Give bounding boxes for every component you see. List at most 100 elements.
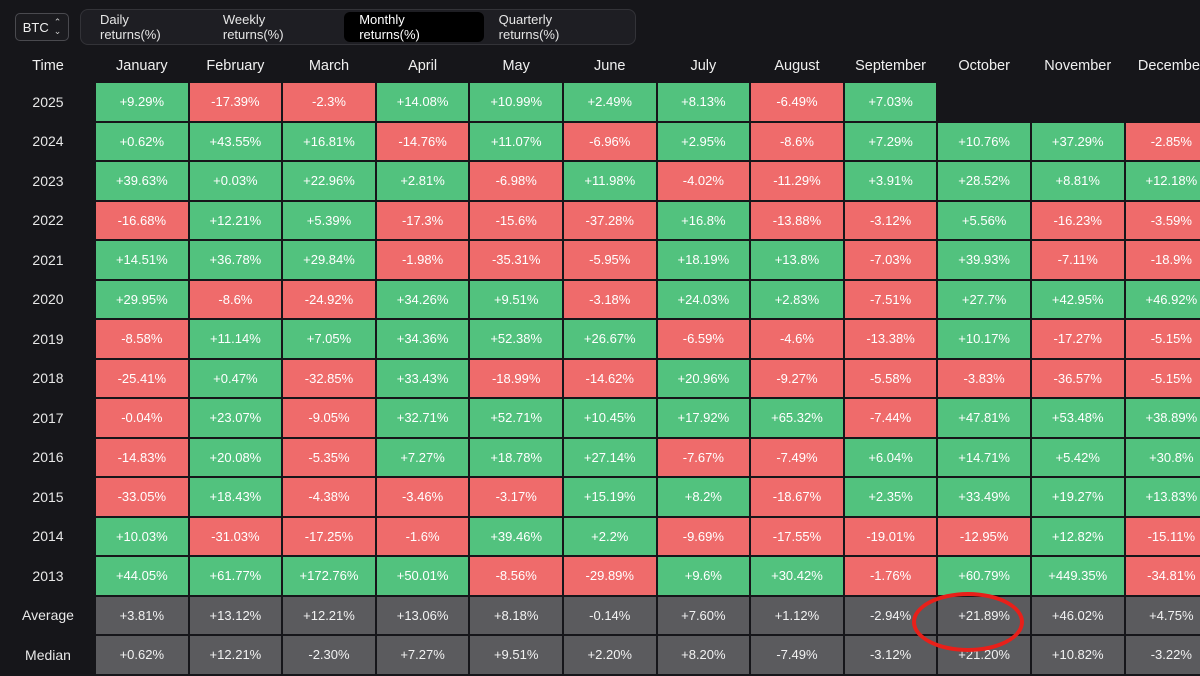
year-label: 2019	[32, 330, 64, 347]
return-cell: +19.27%	[1031, 478, 1124, 516]
year-row-2020: 2020 +29.95% -8.6% -24.92% +34.26% +9.51% -3.1…	[2, 280, 1200, 318]
return-cell: +11.14%	[189, 320, 282, 358]
year-label: 2014	[32, 528, 64, 545]
asset-select-value: BTC	[22, 19, 49, 35]
return-cell: +46.92%	[1125, 280, 1200, 318]
return-cell: -7.67%	[657, 438, 750, 476]
asset-select[interactable]: BTC ⌃ ⌄	[15, 13, 69, 41]
return-cell: +9.51%	[470, 280, 562, 318]
return-cell: +52.71%	[470, 399, 562, 437]
return-cell: +30.42%	[751, 557, 843, 595]
year-row-2023: 2023 +39.63% +0.03% +22.96% +2.81% -6.98% +11.…	[2, 162, 1200, 200]
return-cell: +12.18%	[1125, 162, 1200, 200]
tab-weekly-returns[interactable]: Weekly returns(%)	[222, 12, 284, 42]
stat-cell: +8.18%	[470, 596, 562, 634]
return-cell: +38.89%	[1125, 399, 1200, 437]
return-cell: -5.35%	[283, 438, 375, 476]
return-cell: +14.08%	[376, 83, 469, 121]
return-cell: -7.51%	[844, 280, 937, 318]
return-cell: -4.6%	[751, 320, 843, 358]
return-cell: +39.46%	[470, 517, 562, 555]
return-cell: +50.01%	[376, 557, 469, 595]
column-header-june: June	[594, 57, 626, 74]
return-cell: -15.6%	[470, 201, 562, 239]
stat-cell: +46.02%	[1031, 596, 1124, 634]
return-cell: -37.28%	[563, 201, 656, 239]
return-cell: +37.29%	[1031, 122, 1124, 160]
return-cell: +61.77%	[189, 557, 282, 595]
return-cell: -3.83%	[938, 359, 1030, 397]
year-row-2024: 2024 +0.62% +43.55% +16.81% -14.76% +11.07% -6…	[2, 122, 1200, 160]
return-cell: -14.62%	[563, 359, 656, 397]
stat-cell: +7.27%	[376, 636, 469, 674]
return-cell: -18.9%	[1125, 241, 1200, 279]
return-cell: -35.31%	[470, 241, 562, 279]
return-cell: -9.69%	[657, 517, 750, 555]
tab-quarterly-returns[interactable]: Quarterly returns(%)	[498, 12, 560, 42]
column-header-november: November	[1044, 57, 1112, 74]
return-cell: -1.76%	[844, 557, 937, 595]
year-label: 2022	[32, 212, 64, 229]
return-cell: +12.21%	[189, 201, 282, 239]
tab-monthly-returns[interactable]: Monthly returns(%)	[344, 12, 484, 42]
return-cell: +27.14%	[563, 438, 656, 476]
return-cell: +16.81%	[283, 122, 375, 160]
return-cell: +7.03%	[844, 83, 937, 121]
return-cell: +16.8%	[657, 201, 750, 239]
return-cell: -2.85%	[1125, 122, 1200, 160]
return-cell: +10.03%	[96, 517, 188, 555]
header-row: Time January February March April May June July…	[2, 50, 1200, 81]
year-row-2016: 2016 -14.83% +20.08% -5.35% +7.27% +18.78% +27…	[2, 438, 1200, 476]
tab-daily-returns[interactable]: Daily returns(%)	[100, 12, 161, 42]
return-cell: +2.35%	[844, 478, 937, 516]
return-cell: +8.13%	[657, 83, 750, 121]
column-header-january: January	[116, 57, 168, 74]
return-cell: +172.76%	[283, 557, 375, 595]
return-cell: +7.27%	[376, 438, 469, 476]
return-cell: -5.58%	[844, 359, 937, 397]
stat-cell: +12.21%	[283, 596, 375, 634]
return-cell: -5.15%	[1125, 359, 1200, 397]
return-cell: -1.98%	[376, 241, 469, 279]
return-cell: -3.12%	[844, 201, 937, 239]
return-cell: +2.49%	[563, 83, 656, 121]
return-cell: +0.47%	[189, 359, 282, 397]
column-header-february: February	[206, 57, 265, 74]
return-cell: +60.79%	[938, 557, 1030, 595]
stat-label: Median	[25, 646, 71, 663]
return-cell: +29.95%	[96, 280, 188, 318]
toolbar: BTC ⌃ ⌄ Daily returns(%) Weekly returns(%…	[0, 0, 1200, 50]
stat-row-average: Average +3.81% +13.12% +12.21% +13.06% +8.18%…	[2, 596, 1200, 634]
year-label: 2015	[32, 488, 64, 505]
return-cell: +22.96%	[283, 162, 375, 200]
return-cell: -3.59%	[1125, 201, 1200, 239]
year-label: 2024	[32, 133, 64, 150]
return-cell: +18.43%	[189, 478, 282, 516]
return-cell: -19.01%	[844, 517, 937, 555]
column-header-august: August	[774, 57, 820, 74]
return-cell: +30.8%	[1125, 438, 1200, 476]
return-cell: -3.46%	[376, 478, 469, 516]
stat-cell: -2.30%	[283, 636, 375, 674]
return-cell: +2.95%	[657, 122, 750, 160]
empty-cell	[1032, 83, 1124, 121]
return-cell: +11.98%	[563, 162, 656, 200]
return-cell: +8.2%	[657, 478, 750, 516]
return-cell: +10.76%	[938, 122, 1030, 160]
stat-cell: +8.20%	[657, 636, 750, 674]
return-cell: +65.32%	[751, 399, 843, 437]
return-cell: -6.49%	[751, 83, 843, 121]
return-cell: +42.95%	[1031, 280, 1124, 318]
column-header-may: May	[502, 57, 530, 74]
return-cell: -7.49%	[751, 438, 843, 476]
return-cell: +2.81%	[376, 162, 469, 200]
return-cell: -7.03%	[844, 241, 937, 279]
return-cell: -2.3%	[283, 83, 375, 121]
return-cell: +14.51%	[96, 241, 188, 279]
column-header-time: Time	[32, 57, 64, 74]
year-row-2017: 2017 -0.04% +23.07% -9.05% +32.71% +52.71% +10…	[2, 399, 1200, 437]
return-cell: +47.81%	[938, 399, 1030, 437]
return-cell: -8.6%	[189, 280, 282, 318]
year-label: 2023	[32, 172, 64, 189]
return-cell: +44.05%	[96, 557, 188, 595]
